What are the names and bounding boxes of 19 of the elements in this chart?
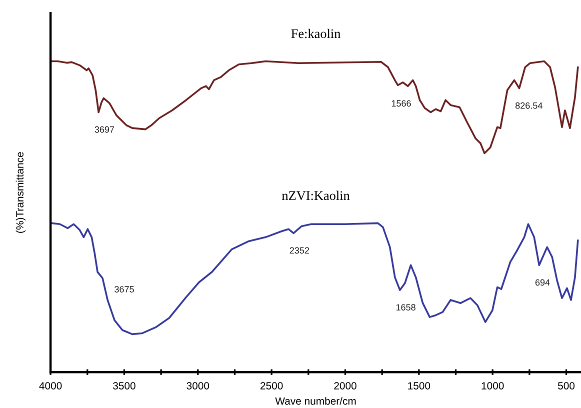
x-tick-label: 2000 [334,382,356,390]
series-label: nZVI:Kaolin [282,190,350,200]
annotation: 1566 [392,100,411,107]
x-tick-label: 3000 [186,382,210,390]
annotation: 3675 [114,286,134,292]
series-label: Fe:kaolin [291,28,340,38]
x-tick-label: 1000 [482,382,504,390]
annotation: 694 [535,279,550,286]
annotation: 826.54 [515,102,542,109]
x-tick-label: 1500 [408,382,430,390]
x-tick-label: 4000 [39,382,62,390]
x-tick-label: 3500 [113,382,136,390]
annotation: 2352 [290,247,309,254]
x-axis-title: Wave number/cm [275,397,356,405]
annotation: 3697 [94,126,114,133]
annotation: 1658 [396,304,416,311]
x-tick-label: 2500 [260,382,283,390]
y-axis-title: (%)Transmittance [16,152,26,233]
x-tick-label: 500 [558,382,575,390]
